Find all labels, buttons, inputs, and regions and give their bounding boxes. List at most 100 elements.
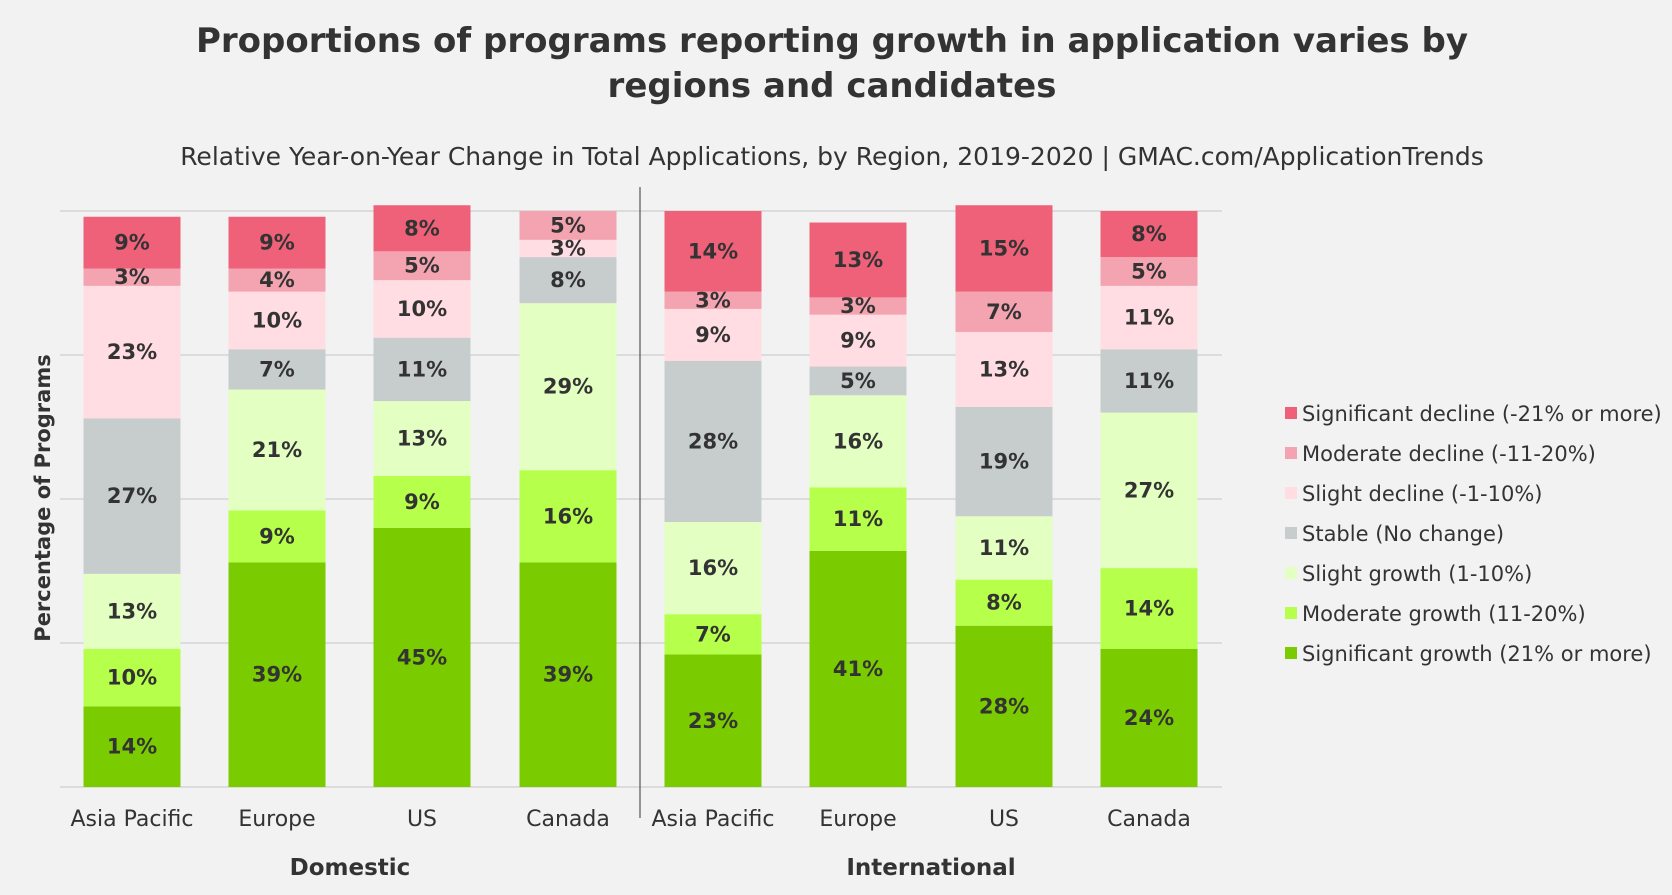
- bar-domestic-asia-pacific-significant-decline-21-or-more: [83, 216, 181, 269]
- data-label-international-asia-pacific-slight-decline-1-10: 9%: [695, 323, 731, 347]
- bar-international-us-significant-decline-21-or-more: [955, 205, 1053, 292]
- bar-domestic-europe-slight-growth-1-10: [228, 389, 326, 511]
- bar-international-asia-pacific-stable-no-change: [664, 360, 762, 523]
- data-label-domestic-asia-pacific-moderate-decline-11-20: 3%: [114, 265, 150, 289]
- data-label-domestic-europe-slight-decline-1-10: 10%: [252, 308, 302, 332]
- data-label-domestic-europe-moderate-decline-11-20: 4%: [259, 268, 295, 292]
- bar-international-asia-pacific-moderate-decline-11-20: [664, 291, 762, 309]
- bar-domestic-us-stable-no-change: [373, 337, 471, 402]
- bar-domestic-us-significant-decline-21-or-more: [373, 205, 471, 252]
- data-label-domestic-asia-pacific-stable-no-change: 27%: [107, 484, 157, 508]
- bar-domestic-asia-pacific-slight-decline-1-10: [83, 285, 181, 419]
- bar-international-canada-significant-decline-21-or-more: [1100, 211, 1198, 258]
- data-label-international-europe-slight-decline-1-10: 9%: [840, 329, 876, 353]
- group-label-domestic: Domestic: [290, 855, 411, 881]
- x-tick-label-international-europe: Europe: [819, 807, 896, 832]
- bar-domestic-asia-pacific-moderate-growth-11-20: [83, 648, 181, 707]
- bar-domestic-asia-pacific-moderate-decline-11-20: [83, 268, 181, 286]
- bar-international-us-stable-no-change: [955, 406, 1053, 517]
- bar-domestic-us-moderate-growth-11-20: [373, 475, 471, 528]
- x-tick-label-international-asia-pacific: Asia Pacific: [651, 807, 774, 832]
- chart-title-line-1: Proportions of programs reporting growth…: [196, 21, 1468, 61]
- data-label-international-asia-pacific-moderate-decline-11-20: 3%: [695, 288, 731, 312]
- legend-label-slight-growth-1-10: Slight growth (1-10%): [1302, 562, 1532, 586]
- bar-domestic-europe-moderate-growth-11-20: [228, 510, 326, 563]
- legend-label-significant-decline-21-or-more: Significant decline (-21% or more): [1302, 402, 1662, 426]
- bar-international-canada-moderate-decline-11-20: [1100, 257, 1198, 286]
- bar-domestic-canada-slight-decline-1-10: [519, 239, 617, 258]
- y-axis-label: Percentage of Programs: [31, 354, 55, 641]
- bar-international-canada-stable-no-change: [1100, 349, 1198, 413]
- x-tick-label-international-us: US: [989, 807, 1019, 832]
- bar-international-canada-moderate-growth-11-20: [1100, 568, 1198, 649]
- bar-international-asia-pacific-significant-growth-21-or-more: [664, 654, 762, 787]
- bar-international-asia-pacific-significant-decline-21-or-more: [664, 211, 762, 292]
- data-label-international-asia-pacific-slight-growth-1-10: 16%: [688, 556, 738, 580]
- bar-international-us-significant-growth-21-or-more: [955, 625, 1053, 787]
- bar-international-europe-significant-growth-21-or-more: [809, 550, 907, 787]
- x-axis: Asia Pacific Europe US Canada Domestic Asia P…: [70, 187, 1191, 881]
- data-label-international-us-stable-no-change: 19%: [979, 450, 1029, 474]
- bar-domestic-asia-pacific-slight-growth-1-10: [83, 573, 181, 649]
- data-label-domestic-canada-significant-growth-21-or-more: 39%: [543, 663, 593, 687]
- bar-international-us-moderate-decline-11-20: [955, 291, 1053, 332]
- bar-international-asia-pacific-slight-growth-1-10: [664, 522, 762, 615]
- bar-domestic-asia-pacific-stable-no-change: [83, 418, 181, 574]
- bar-domestic-canada-moderate-decline-11-20: [519, 211, 617, 240]
- data-label-international-canada-significant-decline-21-or-more: 8%: [1131, 222, 1167, 246]
- bar-domestic-canada-stable-no-change: [519, 257, 617, 304]
- x-tick-label-domestic-us: US: [407, 807, 437, 832]
- bar-international-canada-slight-growth-1-10: [1100, 412, 1198, 569]
- data-label-international-europe-moderate-decline-11-20: 3%: [840, 294, 876, 318]
- legend-label-stable-no-change: Stable (No change): [1302, 522, 1504, 546]
- bar-domestic-canada-moderate-growth-11-20: [519, 470, 617, 563]
- data-label-international-canada-slight-decline-1-10: 11%: [1124, 306, 1174, 330]
- bar-domestic-us-moderate-decline-11-20: [373, 251, 471, 281]
- bars: [83, 205, 1198, 787]
- bar-domestic-europe-stable-no-change: [228, 349, 326, 390]
- legend-label-significant-growth-21-or-more: Significant growth (21% or more): [1302, 642, 1652, 666]
- data-label-domestic-canada-slight-decline-1-10: 3%: [550, 236, 586, 260]
- data-label-domestic-europe-significant-decline-21-or-more: 9%: [259, 231, 295, 255]
- data-label-international-us-moderate-decline-11-20: 7%: [986, 300, 1022, 324]
- data-label-domestic-us-moderate-decline-11-20: 5%: [404, 254, 440, 278]
- bar-domestic-canada-significant-growth-21-or-more: [519, 562, 617, 787]
- data-label-domestic-canada-moderate-growth-11-20: 16%: [543, 504, 593, 528]
- bar-domestic-us-significant-growth-21-or-more: [373, 527, 471, 787]
- data-label-international-canada-slight-growth-1-10: 27%: [1124, 478, 1174, 502]
- bar-domestic-europe-moderate-decline-11-20: [228, 268, 326, 292]
- data-label-international-us-significant-decline-21-or-more: 15%: [979, 236, 1029, 260]
- x-tick-label-international-canada: Canada: [1107, 807, 1191, 832]
- data-label-international-us-moderate-growth-11-20: 8%: [986, 591, 1022, 615]
- chart-title-line-2: regions and candidates: [608, 66, 1057, 106]
- bar-international-europe-significant-decline-21-or-more: [809, 222, 907, 298]
- data-label-domestic-asia-pacific-significant-growth-21-or-more: 14%: [107, 735, 157, 759]
- bar-international-us-slight-decline-1-10: [955, 331, 1053, 407]
- data-label-domestic-asia-pacific-significant-decline-21-or-more: 9%: [114, 231, 150, 255]
- bar-domestic-canada-slight-growth-1-10: [519, 303, 617, 471]
- data-label-domestic-asia-pacific-slight-growth-1-10: 13%: [107, 599, 157, 623]
- data-label-international-asia-pacific-stable-no-change: 28%: [688, 429, 738, 453]
- bar-international-europe-slight-decline-1-10: [809, 314, 907, 367]
- data-label-international-canada-significant-growth-21-or-more: 24%: [1124, 706, 1174, 730]
- data-label-international-us-slight-decline-1-10: 13%: [979, 357, 1029, 381]
- bar-international-asia-pacific-slight-decline-1-10: [664, 308, 762, 361]
- bar-international-canada-slight-decline-1-10: [1100, 285, 1198, 350]
- bar-international-europe-moderate-growth-11-20: [809, 487, 907, 551]
- legend-label-slight-decline-1-10: Slight decline (-1-10%): [1302, 482, 1543, 506]
- legend-swatch-moderate-growth-11-20: [1285, 607, 1297, 619]
- data-label-international-us-slight-growth-1-10: 11%: [979, 536, 1029, 560]
- data-label-international-europe-stable-no-change: 5%: [840, 369, 876, 393]
- bar-domestic-us-slight-decline-1-10: [373, 280, 471, 338]
- data-label-domestic-europe-significant-growth-21-or-more: 39%: [252, 663, 302, 687]
- chart-subtitle: Relative Year-on-Year Change in Total Ap…: [180, 142, 1484, 171]
- x-tick-label-domestic-asia-pacific: Asia Pacific: [70, 807, 193, 832]
- data-label-international-europe-significant-decline-21-or-more: 13%: [833, 248, 883, 272]
- data-label-international-europe-significant-growth-21-or-more: 41%: [833, 657, 883, 681]
- data-label-international-us-significant-growth-21-or-more: 28%: [979, 694, 1029, 718]
- legend-swatch-slight-growth-1-10: [1285, 567, 1297, 579]
- data-label-domestic-canada-stable-no-change: 8%: [550, 268, 586, 292]
- data-label-domestic-europe-slight-growth-1-10: 21%: [252, 438, 302, 462]
- data-label-international-asia-pacific-moderate-growth-11-20: 7%: [695, 622, 731, 646]
- legend-swatch-stable-no-change: [1285, 527, 1297, 539]
